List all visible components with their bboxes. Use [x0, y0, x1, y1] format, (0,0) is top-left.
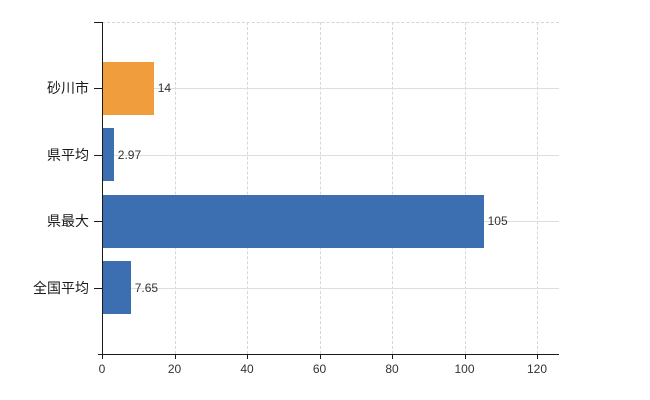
vertical-gridline [537, 22, 538, 354]
horizontal-gridline [103, 287, 559, 289]
category-label: 県最大 [47, 213, 89, 230]
y-axis-top-tick [94, 22, 102, 23]
x-axis-tick [102, 354, 103, 359]
bar-value-label: 2.97 [117, 147, 142, 162]
bar [103, 61, 154, 115]
y-axis-tick [94, 221, 102, 223]
x-axis-tick [247, 354, 248, 359]
bar [103, 261, 131, 315]
x-axis-tick [174, 354, 176, 359]
bar-value-label: 105 [487, 214, 508, 229]
x-tick-label: 0 [98, 362, 106, 376]
x-tick-label: 60 [312, 362, 327, 376]
x-tick-label: 40 [240, 362, 254, 376]
vertical-gridline [392, 22, 393, 354]
vertical-gridline [247, 22, 248, 354]
bar [103, 194, 484, 248]
category-label: 砂川市 [47, 80, 89, 97]
y-axis-tick [94, 88, 102, 90]
x-tick-label: 120 [526, 362, 548, 376]
horizontal-gridline [103, 88, 559, 90]
x-axis-tick [319, 354, 321, 359]
x-axis-tick [464, 354, 466, 359]
horizontal-gridline [103, 154, 559, 156]
x-tick-label: 80 [385, 362, 399, 376]
x-tick-label: 100 [454, 362, 475, 376]
bar-value-label: 14 [157, 81, 172, 96]
y-axis [102, 22, 103, 355]
x-axis [98, 354, 559, 355]
x-axis-tick [537, 354, 538, 359]
vertical-gridline [174, 22, 176, 354]
x-axis-tick [392, 354, 393, 359]
bar-value-label: 7.65 [134, 280, 159, 295]
category-label: 全国平均 [33, 279, 89, 296]
y-axis-tick [94, 154, 102, 156]
vertical-gridline [319, 22, 321, 354]
plot-top-border [102, 22, 559, 23]
bar [103, 128, 114, 182]
category-label: 県平均 [47, 146, 89, 163]
vertical-gridline [464, 22, 466, 354]
y-axis-tick [94, 287, 102, 289]
x-tick-label: 20 [167, 362, 182, 376]
